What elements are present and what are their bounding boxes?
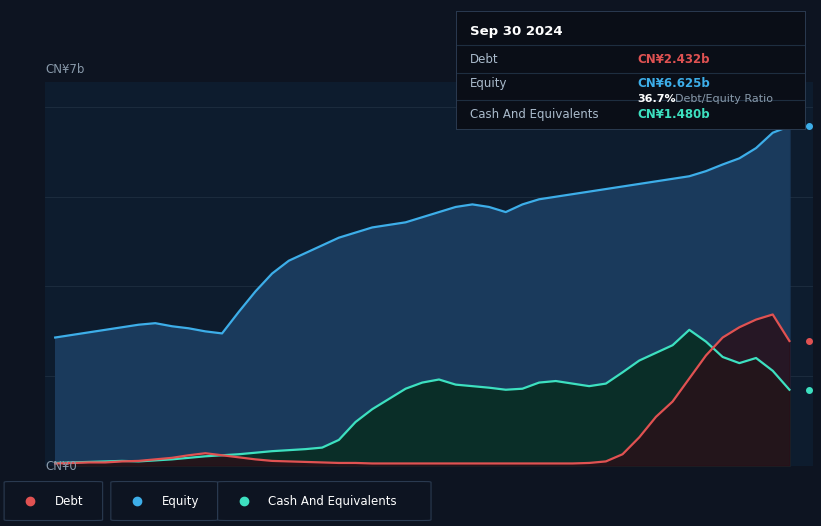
Text: Sep 30 2024: Sep 30 2024	[470, 25, 562, 38]
Text: Cash And Equivalents: Cash And Equivalents	[268, 494, 397, 508]
Text: 36.7%: 36.7%	[637, 94, 676, 104]
Text: CN¥6.625b: CN¥6.625b	[637, 77, 710, 90]
Text: CN¥7b: CN¥7b	[45, 63, 85, 76]
Text: Equity: Equity	[162, 494, 200, 508]
Text: Debt: Debt	[55, 494, 84, 508]
Text: Equity: Equity	[470, 77, 507, 90]
Text: Debt: Debt	[470, 53, 498, 66]
Text: CN¥2.432b: CN¥2.432b	[637, 53, 709, 66]
Text: CN¥1.480b: CN¥1.480b	[637, 108, 709, 121]
Text: Cash And Equivalents: Cash And Equivalents	[470, 108, 599, 121]
Text: Debt/Equity Ratio: Debt/Equity Ratio	[676, 94, 773, 104]
Text: CN¥0: CN¥0	[45, 460, 77, 473]
